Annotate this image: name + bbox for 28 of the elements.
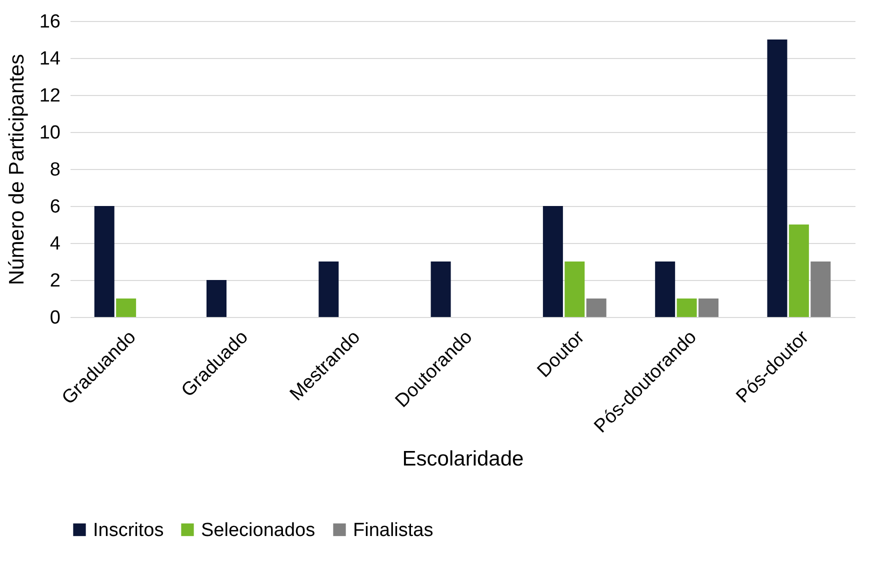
y-tick-label: 16 [39, 12, 60, 32]
y-tick-label: 0 [50, 308, 60, 328]
bar [116, 298, 136, 317]
bar [810, 262, 831, 317]
bar [586, 298, 606, 317]
bar [767, 40, 788, 317]
legend-label: Inscritos [93, 520, 164, 541]
y-tick-label: 10 [39, 122, 60, 144]
bar [430, 262, 451, 317]
y-tick-label: 4 [50, 234, 61, 254]
bar [788, 224, 809, 317]
y-axis-title: Número de Participantes [5, 54, 28, 286]
bar [318, 262, 339, 317]
bar [676, 298, 697, 317]
y-tick-label: 12 [39, 86, 60, 106]
y-tick-label: 2 [50, 270, 60, 292]
legend-label: Finalistas [353, 520, 434, 541]
bar [698, 298, 718, 317]
bar [542, 206, 563, 317]
x-axis-title: Escolaridade [402, 448, 524, 471]
legend-label: Selecionados [201, 520, 316, 541]
bar [655, 262, 676, 317]
bar [94, 206, 114, 317]
bar [206, 280, 227, 317]
bar [564, 262, 585, 317]
y-tick-label: 8 [50, 160, 60, 180]
y-tick-label: 14 [39, 48, 61, 70]
y-tick-label: 6 [50, 196, 60, 218]
